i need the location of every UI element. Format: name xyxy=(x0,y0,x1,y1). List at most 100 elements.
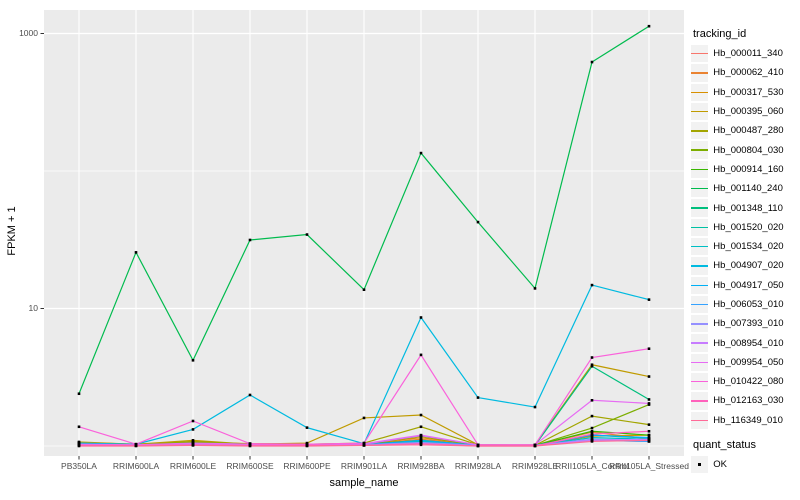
legend-key xyxy=(691,295,709,314)
data-point xyxy=(647,298,651,301)
legend-item-label: Hb_001520_020 xyxy=(713,221,784,233)
legend-item-label: Hb_000804_030 xyxy=(713,144,784,156)
x-axis-title: sample_name xyxy=(329,477,399,489)
legend-key xyxy=(691,353,709,372)
legend-item-Hb_007393_010: Hb_007393_010 xyxy=(691,314,799,333)
legend-item-label: Hb_001140_240 xyxy=(713,183,783,195)
legend-line-swatch xyxy=(691,188,709,190)
data-point xyxy=(647,347,651,351)
data-point xyxy=(134,444,138,448)
legend-item-Hb_008954_010: Hb_008954_010 xyxy=(691,333,799,352)
legend-item-label: Hb_000914_160 xyxy=(713,163,784,175)
legend-item-Hb_004917_050: Hb_004917_050 xyxy=(691,276,799,295)
legend-title-tracking-id: tracking_id xyxy=(693,28,747,40)
data-point xyxy=(419,425,423,429)
data-point xyxy=(590,440,594,443)
data-point xyxy=(533,287,537,290)
legend-key xyxy=(691,411,709,429)
legend-item-Hb_000914_160: Hb_000914_160 xyxy=(691,160,799,179)
data-point xyxy=(362,444,366,447)
legend-line-swatch xyxy=(691,265,709,267)
data-point xyxy=(362,288,366,292)
legend-item-Hb_010422_080: Hb_010422_080 xyxy=(691,372,799,391)
legend-line-swatch xyxy=(691,303,709,306)
data-point xyxy=(590,283,594,287)
data-point xyxy=(590,363,594,367)
data-point xyxy=(590,398,594,402)
data-point xyxy=(419,433,423,437)
data-point xyxy=(476,396,480,399)
data-point xyxy=(77,392,81,396)
data-point xyxy=(191,428,195,431)
data-point xyxy=(590,429,594,433)
legend-item-Hb_001140_240: Hb_001140_240 xyxy=(691,179,799,198)
data-point xyxy=(419,413,423,417)
data-point xyxy=(191,444,195,447)
data-point xyxy=(590,436,594,439)
legend-key xyxy=(691,160,709,179)
data-point xyxy=(647,398,651,401)
legend-key xyxy=(691,141,709,159)
x-tick-label: RRIM600SE xyxy=(226,461,274,471)
data-point xyxy=(305,444,309,448)
legend-line-swatch xyxy=(691,72,709,74)
x-tick-label: RRIM928BA xyxy=(397,461,445,471)
legend-line-swatch xyxy=(691,381,709,383)
data-point xyxy=(248,238,252,242)
legend-title-quant-status: quant_status xyxy=(693,438,756,451)
data-point xyxy=(191,419,195,423)
legend-line-swatch xyxy=(691,91,709,93)
data-point xyxy=(590,414,594,418)
data-point xyxy=(77,444,81,448)
legend-item-Hb_000804_030: Hb_000804_030 xyxy=(691,140,799,159)
legend-line-swatch xyxy=(691,110,709,113)
legend-item-label: Hb_007393_010 xyxy=(713,318,784,330)
data-point xyxy=(419,316,423,319)
data-point xyxy=(590,364,594,368)
y-tick-label: 10 xyxy=(28,303,38,313)
legend-key xyxy=(691,373,709,391)
legend-line-swatch xyxy=(691,361,709,364)
series-points-Hb_116349_010 xyxy=(77,439,651,448)
legend-key xyxy=(691,83,709,101)
data-point xyxy=(419,439,423,442)
x-tick-label: RRII105LA_Control xyxy=(555,461,629,471)
legend-line-swatch xyxy=(691,323,709,325)
legend-item-Hb_009954_050: Hb_009954_050 xyxy=(691,353,799,372)
legend-item-label: Hb_006053_010 xyxy=(713,299,784,310)
legend-item-Hb_000317_530: Hb_000317_530 xyxy=(691,83,799,102)
legend-item-Hb_001520_020: Hb_001520_020 xyxy=(691,218,799,237)
x-tick-label: RRIM600LE xyxy=(169,461,217,471)
data-point xyxy=(191,359,195,362)
legend-rows: Hb_000011_340 Hb_000062_410 Hb_000317_530 H… xyxy=(691,44,799,430)
legend-item-label: Hb_012163_030 xyxy=(713,395,784,407)
legend-line-swatch xyxy=(691,284,709,286)
data-point xyxy=(647,375,651,378)
x-tick-label: RRIM600LA xyxy=(112,461,160,471)
legend-line-swatch xyxy=(691,168,709,171)
x-tick-label: PB350LA xyxy=(61,461,97,471)
data-point xyxy=(647,24,651,28)
data-point xyxy=(590,60,594,64)
legend-item-Hb_116349_010: Hb_116349_010 xyxy=(691,411,799,430)
data-point xyxy=(305,426,309,429)
legend-key xyxy=(691,64,709,82)
x-tick-label: RRIM901LA xyxy=(340,461,388,471)
legend-item-label: Hb_004907_020 xyxy=(713,260,784,272)
data-point xyxy=(362,416,366,420)
legend-key xyxy=(691,218,709,236)
data-point xyxy=(419,151,423,155)
x-tick-label: RRIM928LA xyxy=(454,461,502,471)
x-tick-label: RRIM928LE xyxy=(511,461,559,471)
legend-key xyxy=(691,199,709,217)
legend-line-swatch xyxy=(691,52,709,55)
legend-item-label: Hb_000487_280 xyxy=(713,125,784,137)
data-point xyxy=(476,444,480,448)
legend-key xyxy=(691,257,709,275)
legend-key xyxy=(691,180,709,198)
legend-line-swatch xyxy=(691,342,709,344)
legend-item-ok: OK xyxy=(691,455,799,474)
legend-item-label: OK xyxy=(713,459,728,471)
legend-item-label: Hb_010422_080 xyxy=(713,376,784,388)
